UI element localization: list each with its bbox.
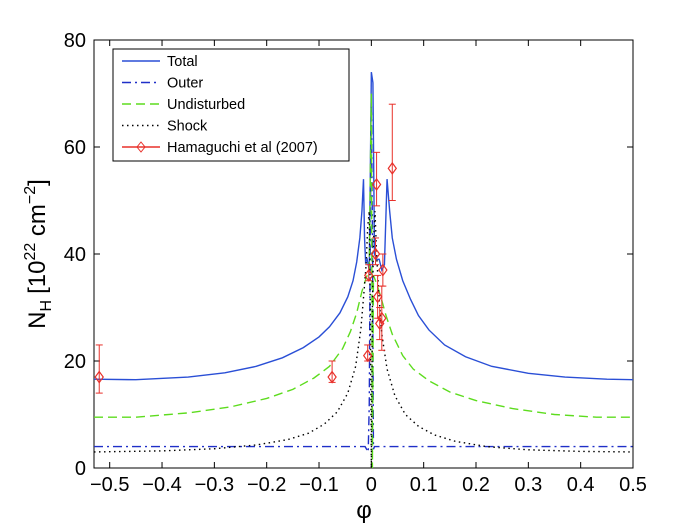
legend-box <box>112 48 350 162</box>
observation-point <box>370 237 381 266</box>
observation-point <box>363 264 374 282</box>
observation-point <box>94 344 104 394</box>
observation-marker <box>374 317 385 331</box>
observation-point <box>372 274 383 319</box>
x-tick-label: 0 <box>366 474 377 496</box>
observation-marker <box>370 247 381 261</box>
observation-point <box>371 151 382 207</box>
x-tick-label: −0.1 <box>299 474 338 496</box>
legend-items: Total Outer Undisturbed Shock Hamaguchi et a… <box>122 54 318 156</box>
x-tick-labels: −0.5 −0.4 −0.3 −0.2 −0.1 0 0.1 0.2 0.3 0.4 0.5 <box>90 474 647 496</box>
legend-item: Total <box>122 54 198 70</box>
y-tick-label: 80 <box>64 30 86 52</box>
observation-marker <box>377 311 387 325</box>
legend-marker <box>136 141 146 153</box>
observation-point <box>377 285 387 351</box>
y-tick-label: 60 <box>64 137 86 159</box>
x-tick-label: 0.1 <box>410 474 438 496</box>
legend-item: Hamaguchi et al (2007) <box>122 140 318 156</box>
observations-group <box>94 103 398 394</box>
legend-label: Outer <box>167 76 203 92</box>
svg-text:NH[1022 cm−2]: NH [1022 cm−2] <box>22 179 55 329</box>
x-tick-label: −0.2 <box>247 474 286 496</box>
x-tick-label: −0.3 <box>195 474 234 496</box>
y-axis-label-unit-suffix: ] <box>24 179 51 186</box>
y-axis-label: NH [1022 cm−2] <box>22 179 55 329</box>
y-axis-label-exp1: 22 <box>22 243 39 261</box>
y-tick-labels: 0 20 40 60 80 <box>64 30 86 480</box>
x-tick-label: 0.4 <box>567 474 595 496</box>
observation-point <box>327 360 337 384</box>
legend-label: Total <box>167 54 198 70</box>
legend-label: Hamaguchi et al (2007) <box>167 140 318 156</box>
legend-label: Shock <box>167 119 208 135</box>
observation-marker <box>372 290 383 304</box>
legend: Total Outer Undisturbed Shock Hamaguchi et a… <box>112 48 350 162</box>
legend-item: Shock <box>122 119 208 135</box>
series-group <box>94 71 633 468</box>
observation-point <box>362 344 373 363</box>
observation-marker <box>378 263 388 277</box>
x-tick-label: 0.2 <box>462 474 490 496</box>
y-tick-label: 20 <box>64 351 86 373</box>
x-tick-label: 0.5 <box>619 474 647 496</box>
y-axis-label-unit-mid: cm <box>24 204 51 243</box>
y-axis-label-unit-prefix: [10 <box>24 261 51 294</box>
observation-marker <box>94 370 104 384</box>
x-tick-label: 0.3 <box>514 474 542 496</box>
y-axis-label-exp2: −2 <box>22 186 39 204</box>
series-undisturbed-line <box>94 93 633 468</box>
observation-marker <box>327 370 337 384</box>
observation-marker <box>387 161 398 175</box>
observation-marker <box>371 177 382 191</box>
axis-ticks <box>94 39 634 469</box>
x-tick-label: −0.4 <box>142 474 181 496</box>
legend-item: Undisturbed <box>122 97 245 113</box>
legend-label: Undisturbed <box>167 97 245 113</box>
y-axis-label-main: N <box>24 311 51 328</box>
observation-marker <box>363 268 374 282</box>
series-outer-line <box>94 104 633 455</box>
observation-marker <box>362 349 373 363</box>
y-axis-label-sub: H <box>38 300 55 312</box>
x-tick-label: −0.5 <box>90 474 129 496</box>
legend-item: Outer <box>122 76 203 92</box>
y-tick-label: 40 <box>64 244 86 266</box>
observation-point <box>387 103 398 201</box>
y-tick-label: 0 <box>75 458 86 480</box>
x-axis-label: φ <box>356 497 372 524</box>
